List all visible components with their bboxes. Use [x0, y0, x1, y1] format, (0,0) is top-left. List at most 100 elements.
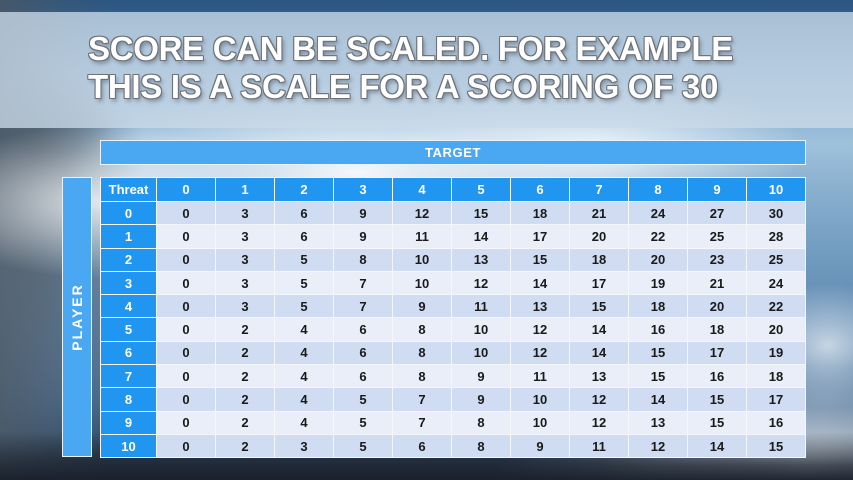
title-line-2: THIS IS A SCALE FOR A SCORING OF 30	[88, 68, 719, 105]
cell-r1-c0: 0	[157, 225, 215, 248]
cell-r3-c8: 19	[629, 271, 687, 295]
target-header: TARGET	[100, 140, 806, 165]
cell-r1-c7: 20	[570, 225, 628, 248]
cell-r7-c7: 13	[570, 365, 628, 388]
cell-r3-c1: 3	[216, 271, 274, 295]
title-band	[0, 12, 853, 128]
cell-r9-c5: 8	[452, 411, 510, 434]
row-label-1: 1	[101, 225, 156, 248]
cell-r3-c9: 21	[688, 271, 746, 295]
column-header-3: 3	[334, 178, 392, 201]
cell-r4-c3: 7	[334, 295, 392, 318]
cell-r10-c8: 12	[629, 434, 687, 458]
cell-r2-c3: 8	[334, 248, 392, 271]
cell-r6-c9: 17	[688, 341, 746, 365]
cell-r9-c8: 13	[629, 411, 687, 434]
cell-r3-c6: 14	[511, 271, 569, 295]
title-line-1: SCORE CAN BE SCALED. FOR EXAMPLE	[88, 30, 733, 67]
cell-r1-c6: 17	[511, 225, 569, 248]
cell-r9-c0: 0	[157, 411, 215, 434]
cell-r3-c5: 12	[452, 271, 510, 295]
cell-r7-c9: 16	[688, 365, 746, 388]
score-grid: Threat 0 1 2 3 4 5 6 7 8 9 10 0 0 3 6 9 12 15 18 21 24 27 30 1 0 3…	[100, 177, 806, 459]
cell-r10-c9: 14	[688, 434, 746, 458]
cell-r5-c9: 18	[688, 318, 746, 341]
cell-r0-c4: 12	[393, 202, 451, 225]
cell-r2-c1: 3	[216, 248, 274, 271]
cell-r0-c3: 9	[334, 202, 392, 225]
cell-r8-c3: 5	[334, 388, 392, 411]
column-header-0: 0	[157, 178, 215, 201]
cell-r4-c4: 9	[393, 295, 451, 318]
cell-r0-c2: 6	[275, 202, 333, 225]
cell-r5-c10: 20	[747, 318, 805, 341]
cell-r5-c6: 12	[511, 318, 569, 341]
cell-r5-c4: 8	[393, 318, 451, 341]
cell-r10-c4: 6	[393, 434, 451, 458]
column-header-7: 7	[570, 178, 628, 201]
slide-title: SCORE CAN BE SCALED. FOR EXAMPLE THIS IS…	[88, 30, 733, 106]
cell-r9-c7: 12	[570, 411, 628, 434]
cell-r1-c8: 22	[629, 225, 687, 248]
cell-r0-c7: 21	[570, 202, 628, 225]
cell-r0-c5: 15	[452, 202, 510, 225]
cell-r6-c3: 6	[334, 341, 392, 365]
cell-r5-c3: 6	[334, 318, 392, 341]
cell-r9-c2: 4	[275, 411, 333, 434]
row-label-6: 6	[101, 341, 156, 365]
cell-r6-c10: 19	[747, 341, 805, 365]
cell-r9-c9: 15	[688, 411, 746, 434]
cell-r2-c4: 10	[393, 248, 451, 271]
cell-r10-c6: 9	[511, 434, 569, 458]
cell-r4-c1: 3	[216, 295, 274, 318]
cell-r0-c9: 27	[688, 202, 746, 225]
cell-r8-c10: 17	[747, 388, 805, 411]
cell-r7-c6: 11	[511, 365, 569, 388]
cell-r0-c0: 0	[157, 202, 215, 225]
cell-r3-c7: 17	[570, 271, 628, 295]
player-header-label: PLAYER	[69, 283, 86, 351]
cell-r2-c0: 0	[157, 248, 215, 271]
cell-r5-c8: 16	[629, 318, 687, 341]
cell-r7-c2: 4	[275, 365, 333, 388]
cell-r8-c4: 7	[393, 388, 451, 411]
cell-r7-c5: 9	[452, 365, 510, 388]
cell-r10-c7: 11	[570, 434, 628, 458]
cell-r2-c10: 25	[747, 248, 805, 271]
cell-r8-c0: 0	[157, 388, 215, 411]
cell-r8-c1: 2	[216, 388, 274, 411]
cell-r3-c4: 10	[393, 271, 451, 295]
cell-r2-c7: 18	[570, 248, 628, 271]
cell-r5-c2: 4	[275, 318, 333, 341]
cell-r3-c3: 7	[334, 271, 392, 295]
cell-r1-c2: 6	[275, 225, 333, 248]
cell-r9-c6: 10	[511, 411, 569, 434]
column-header-5: 5	[452, 178, 510, 201]
cell-r10-c2: 3	[275, 434, 333, 458]
cell-r9-c1: 2	[216, 411, 274, 434]
cell-r8-c6: 10	[511, 388, 569, 411]
cell-r4-c6: 13	[511, 295, 569, 318]
cell-r8-c8: 14	[629, 388, 687, 411]
cell-r1-c10: 28	[747, 225, 805, 248]
cell-r3-c0: 0	[157, 271, 215, 295]
cell-r7-c10: 18	[747, 365, 805, 388]
cell-r0-c10: 30	[747, 202, 805, 225]
cell-r4-c7: 15	[570, 295, 628, 318]
cell-r2-c8: 20	[629, 248, 687, 271]
cell-r7-c4: 8	[393, 365, 451, 388]
cell-r6-c0: 0	[157, 341, 215, 365]
cell-r0-c1: 3	[216, 202, 274, 225]
cell-r6-c5: 10	[452, 341, 510, 365]
column-header-6: 6	[511, 178, 569, 201]
cell-r10-c0: 0	[157, 434, 215, 458]
column-header-10: 10	[747, 178, 805, 201]
cell-r10-c3: 5	[334, 434, 392, 458]
cell-r4-c0: 0	[157, 295, 215, 318]
cell-r2-c9: 23	[688, 248, 746, 271]
row-label-3: 3	[101, 271, 156, 295]
cell-r5-c1: 2	[216, 318, 274, 341]
cell-r3-c10: 24	[747, 271, 805, 295]
cell-r6-c7: 14	[570, 341, 628, 365]
